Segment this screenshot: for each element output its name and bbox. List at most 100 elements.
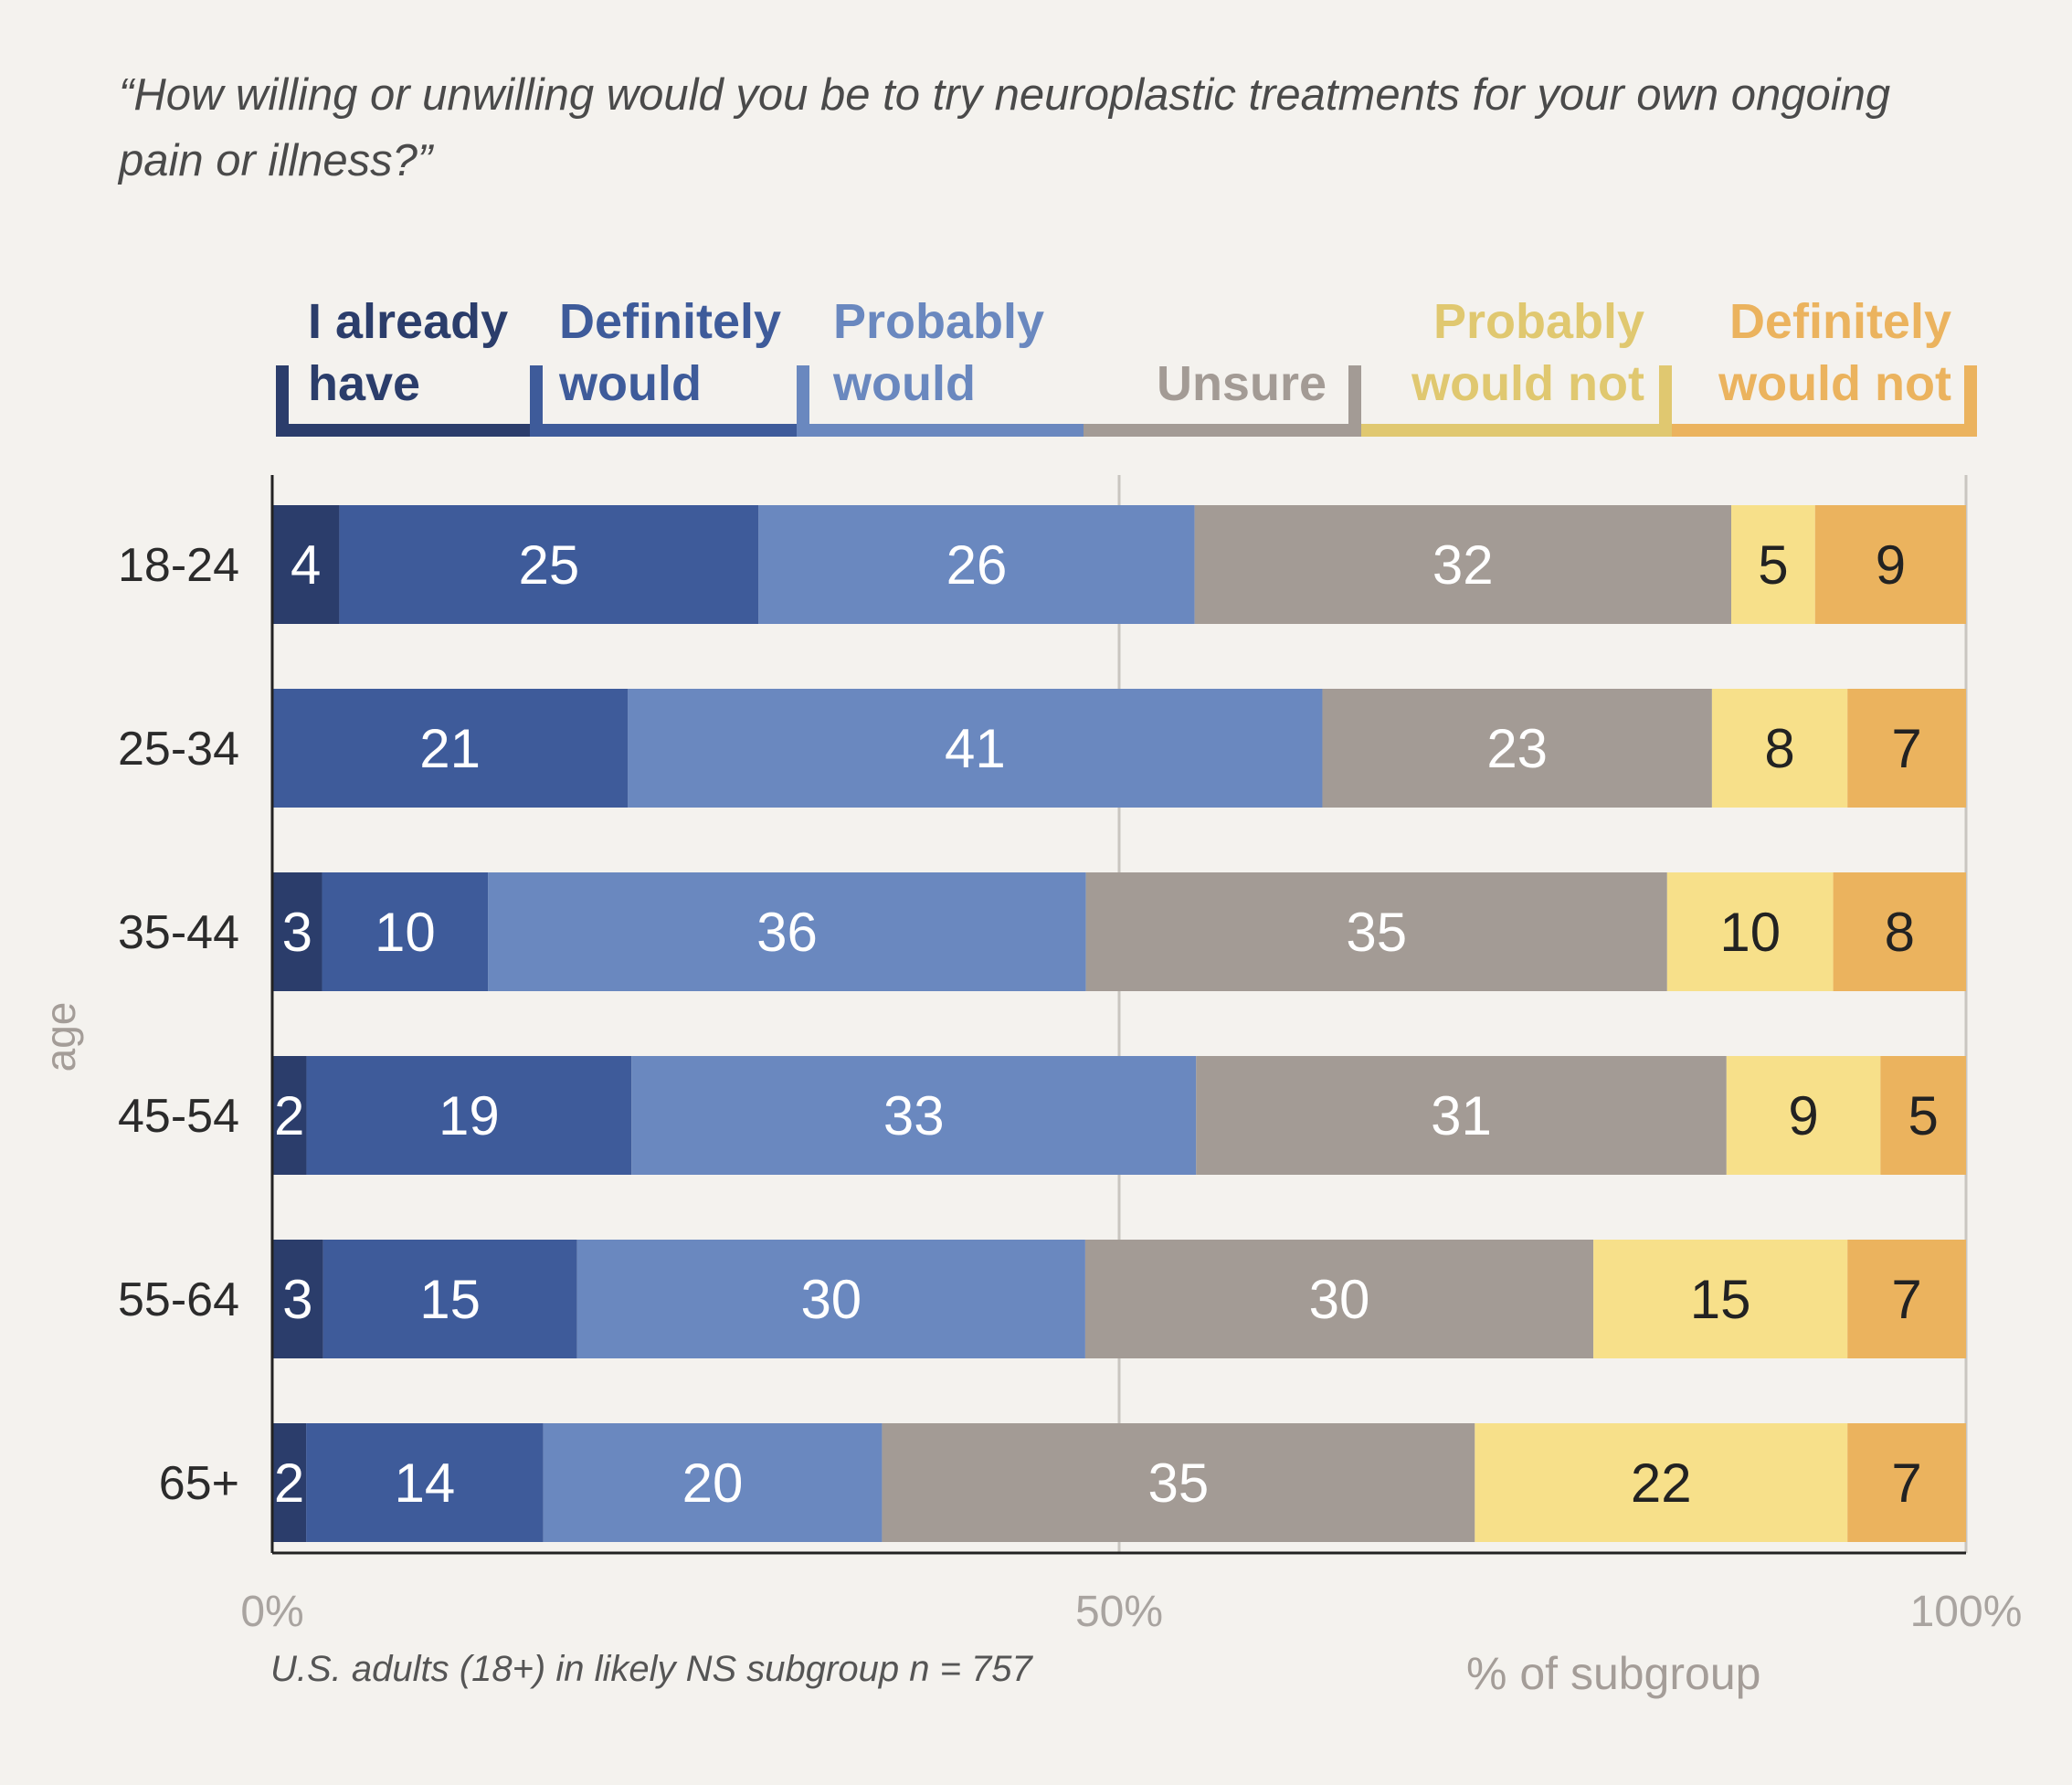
bar-segment: [272, 1240, 323, 1358]
legend-label: would not: [1411, 356, 1644, 411]
data-label: 3: [282, 902, 312, 963]
category-label: 18-24: [118, 539, 239, 592]
data-label: 35: [1148, 1452, 1210, 1514]
bar-segment: [1322, 689, 1712, 808]
bar-segment: [1833, 872, 1966, 991]
bar-segment: [339, 505, 759, 624]
bar-segment: [631, 1056, 1197, 1175]
data-label: 23: [1486, 718, 1548, 779]
bar-segment: [306, 1423, 544, 1542]
data-label: 26: [946, 534, 1008, 596]
legend-label: Definitely: [1729, 294, 1951, 349]
sample-note: U.S. adults (18+) in likely NS subgroup …: [270, 1649, 1032, 1689]
data-label: 7: [1891, 718, 1921, 779]
bar-segment: [1475, 1423, 1848, 1542]
legend-bracket-tick: [276, 365, 289, 437]
legend-label: Definitely: [559, 294, 781, 349]
data-label: 7: [1891, 1452, 1921, 1514]
bar-segment: [272, 1056, 307, 1175]
legend-label: would: [832, 356, 976, 411]
legend-bracket: [1084, 424, 1361, 437]
legend-bracket: [797, 424, 1084, 437]
data-label: 36: [756, 902, 818, 963]
category-label: 25-34: [118, 723, 239, 776]
legend-label: Unsure: [1157, 356, 1327, 411]
data-label: 2: [274, 1452, 304, 1514]
bar-segment: [576, 1240, 1085, 1358]
legend-bracket-tick: [797, 365, 809, 437]
data-label: 8: [1764, 718, 1794, 779]
bar-segment: [1814, 505, 1966, 624]
data-label: 15: [419, 1269, 481, 1330]
category-label: 55-64: [118, 1273, 239, 1326]
bar-segment: [272, 689, 629, 808]
bar-segment: [1196, 1056, 1727, 1175]
data-label: 21: [419, 718, 481, 779]
legend-bracket: [276, 424, 530, 437]
category-label: 65+: [159, 1457, 239, 1510]
legend: I already have Definitely would Probably woul…: [276, 294, 1977, 437]
legend-label: Probably: [833, 294, 1044, 349]
x-tick-label: 50%: [1075, 1588, 1163, 1636]
data-label: 14: [394, 1452, 455, 1514]
bar-segment: [543, 1423, 883, 1542]
data-label: 35: [1346, 902, 1407, 963]
data-label: 10: [375, 902, 436, 963]
data-label: 10: [1719, 902, 1781, 963]
bar-segment: [1711, 689, 1848, 808]
legend-bracket-tick: [1348, 365, 1361, 437]
data-label: 30: [800, 1269, 862, 1330]
bar-segment: [1731, 505, 1815, 624]
legend-bracket: [1361, 424, 1672, 437]
data-label: 32: [1432, 534, 1494, 596]
bar-segment: [1847, 689, 1966, 808]
bar-segment: [488, 872, 1086, 991]
bar-segment: [1666, 872, 1834, 991]
gridlines: [1117, 475, 1968, 1553]
data-label: 9: [1876, 534, 1906, 596]
data-label: 8: [1885, 902, 1915, 963]
legend-bracket-tick: [530, 365, 543, 437]
bar-segment: [758, 505, 1195, 624]
chart-title: “How willing or unwilling would you be t…: [119, 70, 1891, 185]
bar-segment: [272, 1423, 307, 1542]
bar-segment: [1084, 1240, 1594, 1358]
y-axis-label: age: [37, 1001, 84, 1072]
x-axis-label: % of subgroup: [1466, 1648, 1761, 1699]
data-label: 3: [282, 1269, 312, 1330]
bar-segment: [1726, 1056, 1881, 1175]
legend-label: I already: [308, 294, 508, 349]
bar-segment: [322, 1240, 577, 1358]
legend-label: Probably: [1433, 294, 1644, 349]
x-tick-label: 0%: [240, 1588, 303, 1636]
data-label: 9: [1788, 1085, 1818, 1146]
data-label: 31: [1431, 1085, 1492, 1146]
legend-bracket-tick: [1659, 365, 1672, 437]
bar-segment: [1880, 1056, 1966, 1175]
bar-segment: [1847, 1423, 1966, 1542]
data-label: 5: [1758, 534, 1788, 596]
bar-segment: [306, 1056, 632, 1175]
bar-segment: [1593, 1240, 1848, 1358]
bar-segment: [1847, 1240, 1966, 1358]
data-label: 7: [1891, 1269, 1921, 1330]
x-tick-label: 100%: [1910, 1588, 2023, 1636]
bar-segment: [322, 872, 489, 991]
data-label: 33: [883, 1085, 945, 1146]
data-label: 41: [945, 718, 1006, 779]
data-label: 15: [1690, 1269, 1751, 1330]
data-label: 20: [682, 1452, 744, 1514]
data-label: 5: [1908, 1085, 1938, 1146]
data-label: 22: [1631, 1452, 1692, 1514]
legend-label: would: [558, 356, 702, 411]
bar-segment: [272, 505, 340, 624]
legend-bracket: [1672, 424, 1977, 437]
legend-bracket-tick: [1964, 365, 1977, 437]
data-label: 4: [291, 534, 321, 596]
legend-label: have: [308, 356, 420, 411]
bar-segment: [882, 1423, 1475, 1542]
data-label: 25: [519, 534, 580, 596]
data-label: 30: [1309, 1269, 1370, 1330]
